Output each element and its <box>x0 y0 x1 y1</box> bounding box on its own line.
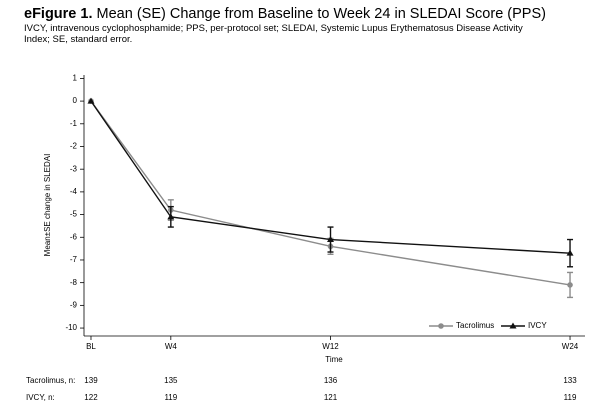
legend-label: Tacrolimus <box>456 321 494 330</box>
x-tick-label: W24 <box>562 342 579 351</box>
y-tick-label: -5 <box>70 210 78 219</box>
y-tick-label: -2 <box>70 142 78 151</box>
n-value: 121 <box>324 393 338 402</box>
marker <box>566 249 574 256</box>
y-tick-label: -9 <box>70 300 78 309</box>
n-value: 135 <box>164 376 178 385</box>
y-tick-label: -3 <box>70 164 78 173</box>
legend-label: IVCY <box>528 321 547 330</box>
y-tick-label: -1 <box>70 119 78 128</box>
x-tick-label: W4 <box>165 342 178 351</box>
legend-marker <box>438 323 444 329</box>
subtitle: IVCY, intravenous cyclophosphamide; PPS,… <box>24 23 523 45</box>
y-tick-label: 1 <box>73 74 78 83</box>
series-line <box>90 100 571 286</box>
n-value: 122 <box>84 393 98 402</box>
marker <box>327 236 335 243</box>
n-value: 119 <box>164 393 177 402</box>
n-value: 133 <box>563 376 577 385</box>
title-label: eFigure 1. <box>24 6 93 22</box>
x-tick-label: BL <box>86 342 96 351</box>
y-tick-label: -8 <box>70 278 78 287</box>
y-tick-label: -6 <box>70 232 78 241</box>
y-axis-label: Mean±SE change in SLEDAI <box>43 154 52 257</box>
n-row-label: Tacrolimus, n: <box>26 376 75 385</box>
marker <box>167 213 175 220</box>
title-text: Mean (SE) Change from Baseline to Week 2… <box>96 6 546 22</box>
n-row-label: IVCY, n: <box>26 393 55 402</box>
chart-title: eFigure 1. Mean (SE) Change from Baselin… <box>24 6 584 22</box>
series-line <box>90 100 571 254</box>
y-tick-label: -10 <box>65 323 77 332</box>
n-value: 139 <box>84 376 98 385</box>
y-tick-label: -7 <box>70 255 78 264</box>
x-tick-label: W12 <box>322 342 339 351</box>
legend-marker <box>509 322 517 329</box>
marker <box>567 282 573 288</box>
n-value: 119 <box>564 393 577 402</box>
y-tick-label: -4 <box>70 187 78 196</box>
n-value: 136 <box>324 376 338 385</box>
x-axis-label: Time <box>325 355 343 364</box>
header: eFigure 1. Mean (SE) Change from Baselin… <box>24 6 584 45</box>
y-tick-label: 0 <box>73 96 78 105</box>
marker <box>87 97 95 104</box>
